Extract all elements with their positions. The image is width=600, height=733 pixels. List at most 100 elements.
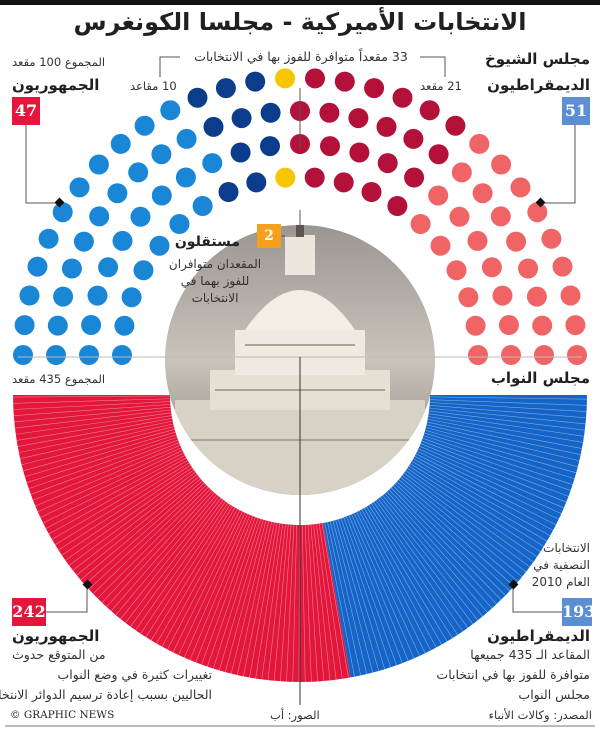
senate-seat-republicans_not_up xyxy=(121,287,142,308)
senate-seat-democrats_up xyxy=(387,196,408,216)
seat-divider xyxy=(405,470,534,563)
senate-seat-democrats_not_up xyxy=(465,315,486,336)
seat-divider xyxy=(20,423,174,460)
senate-seat-republicans_not_up xyxy=(130,206,151,227)
seat-divider xyxy=(338,519,386,670)
seat-divider xyxy=(413,458,551,537)
senate-up-for-election: 33 مقعداً متوافرة للفوز بها في الانتخابا… xyxy=(194,49,408,64)
seat-divider xyxy=(17,418,173,447)
seat-divider xyxy=(55,462,190,545)
seat-divider xyxy=(403,472,530,568)
seat-divider xyxy=(429,396,587,400)
seat-divider xyxy=(422,438,571,491)
seat-divider xyxy=(386,491,493,609)
seat-divider xyxy=(30,439,179,495)
senate-seat-republicans_not_up xyxy=(112,345,132,365)
seat-divider xyxy=(348,515,409,661)
seat-divider xyxy=(61,467,193,556)
senate-seat-democrats_not_up xyxy=(467,230,488,251)
senate-seat-democrats_up xyxy=(376,116,397,137)
seat-divider xyxy=(363,507,442,645)
seat-divider xyxy=(292,524,298,682)
note-line: العام 2010 xyxy=(531,575,590,589)
seat-divider xyxy=(407,468,538,558)
seat-divider xyxy=(101,488,211,603)
senate-seat-democrats_up xyxy=(333,172,354,193)
senate-seat-republicans_not_up xyxy=(110,133,131,154)
seat-divider xyxy=(218,519,264,671)
seat-divider xyxy=(394,483,510,592)
seat-divider xyxy=(88,482,205,590)
seat-divider xyxy=(428,413,585,437)
seat-divider xyxy=(28,437,178,489)
senate-seat-democrats_not_up xyxy=(498,315,519,335)
seat-divider xyxy=(373,501,464,632)
seat-divider xyxy=(304,524,312,682)
senate-seat-republicans_up xyxy=(260,102,281,123)
note-line: النصفية في xyxy=(533,558,590,572)
seat-divider xyxy=(396,481,515,587)
senate-seat-democrats_not_up xyxy=(567,345,587,365)
seat-divider xyxy=(236,521,272,676)
senate-seat-republicans_up xyxy=(246,172,267,193)
senate-seat-republicans_not_up xyxy=(192,196,213,216)
house-chart xyxy=(13,395,587,682)
senate-dem-label: الديمقراطيون xyxy=(487,76,590,94)
seat-divider xyxy=(178,512,246,656)
senate-seat-democrats_not_up xyxy=(565,315,586,336)
seat-divider xyxy=(353,513,420,657)
seat-divider xyxy=(24,431,176,478)
seat-divider xyxy=(313,524,331,681)
house-dem-label: الديمقراطيون xyxy=(487,627,590,645)
senate-seat-democrats_not_up xyxy=(492,285,513,306)
seat-divider xyxy=(419,445,564,509)
seat-divider xyxy=(421,440,569,497)
house-segment-republicans xyxy=(13,395,351,682)
seat-divider xyxy=(145,504,231,638)
senate-seat-democrats_not_up xyxy=(560,285,581,306)
seat-divider xyxy=(13,404,171,417)
senate-seat-republicans_not_up xyxy=(160,100,181,121)
seat-divider xyxy=(324,522,355,677)
senate-total: المجموع 100 مقعد xyxy=(12,55,106,69)
seat-divider xyxy=(427,421,581,455)
senate-seat-democrats_not_up xyxy=(410,214,431,234)
seat-divider xyxy=(35,445,181,507)
seat-divider xyxy=(51,460,188,540)
senate-seat-democrats_not_up xyxy=(481,257,502,278)
house-heading: مجلس النواب xyxy=(490,369,590,387)
seat-divider xyxy=(14,409,171,429)
note-line: المقاعد الـ 435 جميعها xyxy=(470,647,590,662)
senate-seat-republicans_not_up xyxy=(52,202,73,223)
seat-divider xyxy=(72,474,198,571)
senate-seat-democrats_up xyxy=(392,87,413,108)
senate-dem-seats: 51 xyxy=(562,97,590,125)
seat-divider xyxy=(426,424,580,462)
senate-seat-democrats_up xyxy=(428,144,449,165)
senate-seat-democrats_not_up xyxy=(449,206,470,227)
seat-divider xyxy=(65,469,194,561)
senate-seat-democrats_up xyxy=(377,153,398,174)
seat-divider xyxy=(425,429,577,474)
senate-seat-democrats_not_up xyxy=(526,286,547,307)
seat-divider xyxy=(45,455,186,529)
senate-seat-democrats_up xyxy=(348,108,369,129)
senate-seat-republicans_not_up xyxy=(169,214,190,234)
senate-seat-republicans_not_up xyxy=(202,153,223,174)
senate-seat-democrats_up xyxy=(320,136,340,157)
senate-seat-democrats_not_up xyxy=(446,260,467,281)
seat-divider xyxy=(335,519,380,672)
seat-divider xyxy=(427,418,583,449)
senate-seat-republicans_not_up xyxy=(151,144,172,165)
senate-seat-democrats_up xyxy=(304,167,325,188)
seat-divider xyxy=(80,478,201,581)
seat-divider xyxy=(329,521,368,675)
house-dem-seats: 193 xyxy=(562,598,595,626)
house-rep-note: من المتوقع حدوث تغييرات كثيرة في وضع الن… xyxy=(0,645,212,705)
diamond-markers xyxy=(54,197,546,590)
seat-divider xyxy=(58,464,191,551)
house-segment-democrats xyxy=(322,395,587,678)
seat-divider xyxy=(380,496,479,621)
senate-seat-republicans_not_up xyxy=(98,257,119,278)
